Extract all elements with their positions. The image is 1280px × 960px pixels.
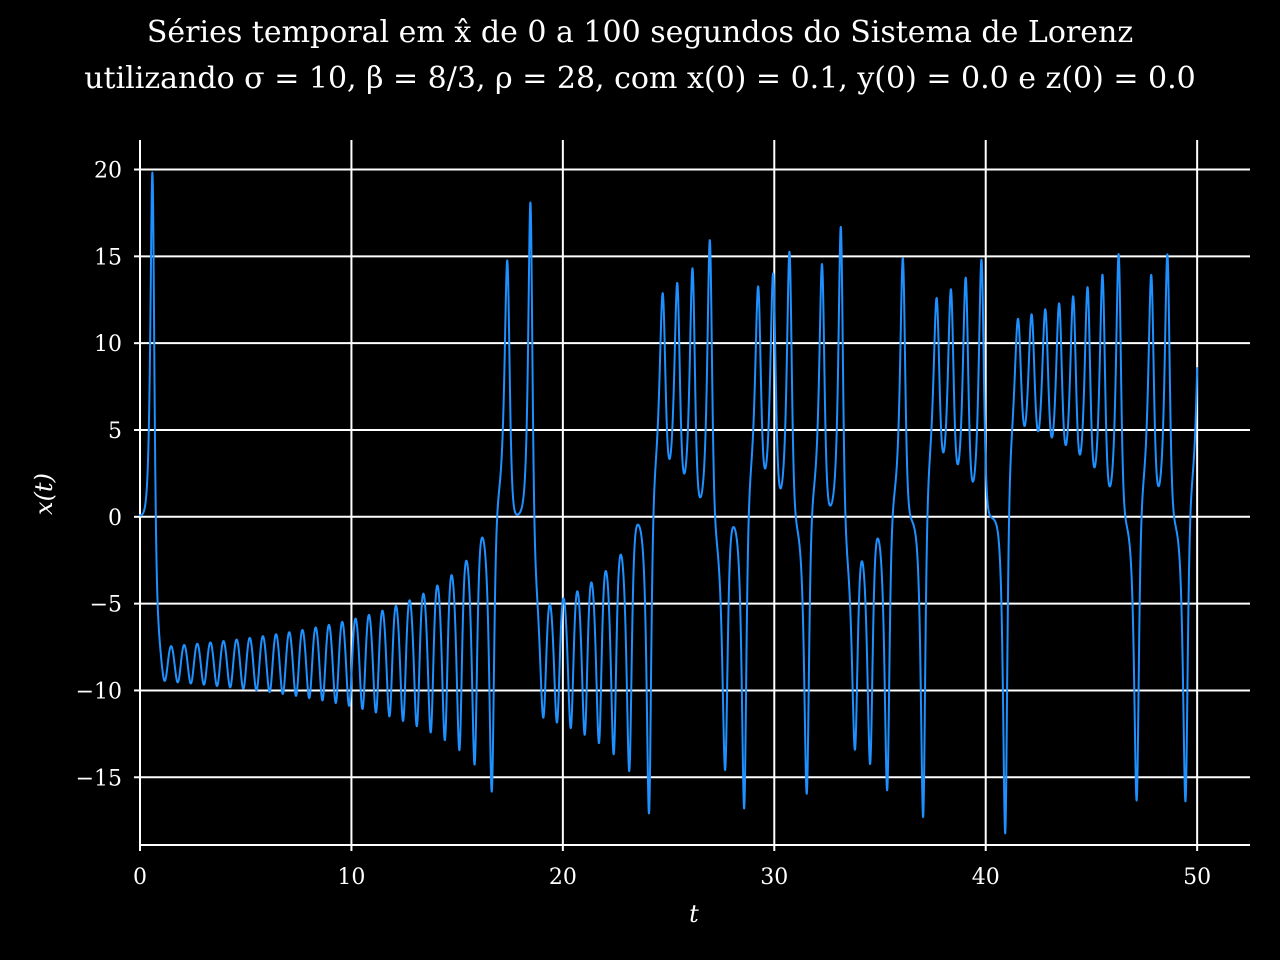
y-axis-ticks: 20 15 10 5 0 −5 −10 −15	[76, 159, 140, 791]
y-tick-label: 15	[94, 245, 122, 270]
chart-title-line-2: utilizando σ = 10, β = 8/3, ρ = 28, com …	[84, 61, 1196, 96]
y-tick-label: −15	[76, 766, 122, 791]
y-tick-label: 10	[94, 332, 122, 357]
x-tick-label: 40	[972, 865, 1000, 890]
x-tick-label: 20	[549, 865, 577, 890]
y-tick-label: 0	[108, 506, 122, 531]
x-axis-ticks: 0 10 20 30 40 50	[133, 845, 1211, 890]
x-axis-label: t	[689, 900, 699, 928]
series-layer	[139, 171, 1199, 835]
x-tick-label: 50	[1183, 865, 1211, 890]
y-tick-label: 20	[94, 159, 122, 184]
x-tick-label: 30	[760, 865, 788, 890]
y-tick-label: −10	[76, 679, 122, 704]
chart-title-line-1: Séries temporal em x̂ de 0 a 100 segundo…	[147, 15, 1133, 50]
x-tick-label: 10	[337, 865, 365, 890]
y-tick-label: 5	[108, 419, 122, 444]
x-series-line	[139, 171, 1199, 835]
y-axis-label: x(t)	[30, 473, 58, 515]
y-tick-label: −5	[90, 593, 122, 618]
x-tick-label: 0	[133, 865, 147, 890]
